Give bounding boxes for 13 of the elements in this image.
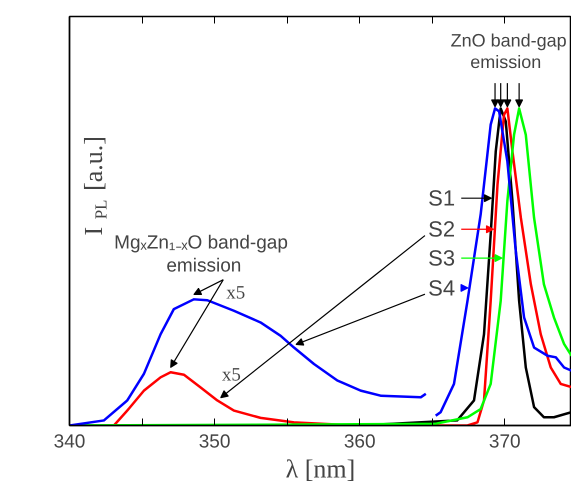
y-axis-title: IPL [a.u.]	[79, 136, 110, 236]
legend-label: S2	[428, 216, 456, 242]
x-tick-label: 360	[344, 432, 376, 452]
legend-label: S4	[428, 275, 456, 300]
x-tick-label: 370	[488, 432, 521, 452]
annotation: x5	[226, 282, 246, 304]
x-tick-label: 340	[54, 432, 86, 452]
legend-label: S3	[428, 246, 456, 271]
x-axis-title: λ [nm]	[286, 454, 356, 484]
legend-label: S1	[428, 186, 456, 211]
x-tick-label: 350	[198, 432, 230, 452]
text: ZnO band-gap emission	[450, 30, 567, 72]
annotation: x5	[222, 364, 241, 386]
